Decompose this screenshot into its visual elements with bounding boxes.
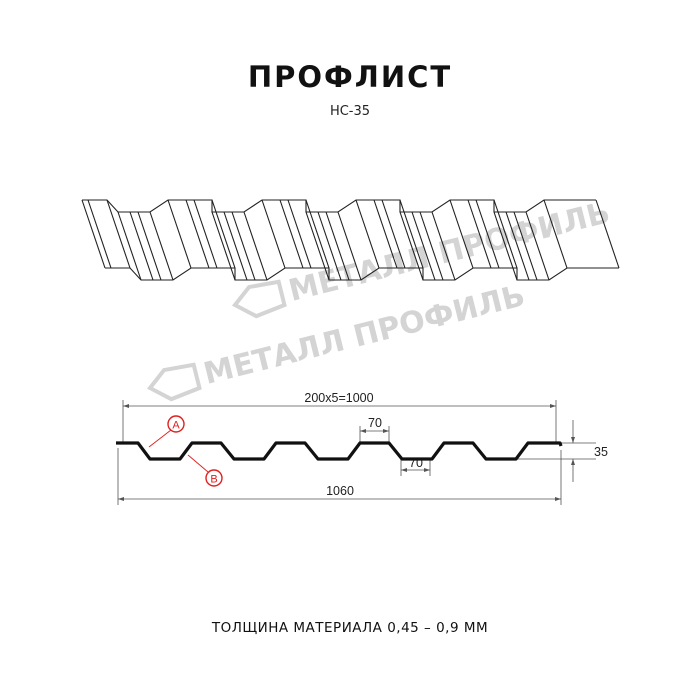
sheet-edge-line	[317, 211, 342, 281]
sheet-edge-line	[193, 199, 218, 269]
callout-b-label: B	[210, 474, 217, 486]
profile-cross-section	[116, 441, 563, 461]
sheet-edge-line	[431, 211, 456, 281]
sheet-edge-line	[87, 199, 112, 269]
material-thickness-note: ТОЛЩИНА МАТЕРИАЛА 0,45 – 0,9 ММ	[211, 620, 489, 636]
sheet-edge-line	[419, 211, 444, 281]
sheet-edge-line	[211, 199, 236, 269]
sheet-edge-line	[149, 211, 174, 281]
sheet-3d-view	[81, 199, 620, 281]
page-subtitle: НС-35	[329, 104, 371, 119]
sheet-edge-line	[325, 211, 350, 281]
sheet-edge-line	[185, 199, 210, 269]
dimension-arrows	[118, 404, 575, 501]
sheet-edge-line	[279, 199, 304, 269]
sheet-edge-line	[305, 199, 330, 269]
callout-b: B	[187, 454, 223, 487]
dim-label-1000: 200x5=1000	[304, 391, 373, 405]
sheet-edge-line	[287, 199, 312, 269]
sheet-edge-line	[399, 199, 424, 269]
dim-label-1060: 1060	[326, 484, 354, 498]
sheet-edge-line	[106, 199, 131, 269]
sheet-edge-line	[137, 211, 162, 281]
dim-label-height: 35	[594, 445, 608, 459]
watermark-logo-icon	[146, 362, 202, 402]
sheet-edge-line	[167, 199, 192, 269]
sheet-edge-line	[223, 211, 248, 281]
dimension-lines	[117, 400, 596, 505]
page-title: ПРОФЛИСТ	[247, 60, 453, 94]
watermark-logo-icon	[231, 279, 287, 319]
sheet-edge-line	[449, 199, 474, 269]
sheet-edge-line	[399, 211, 424, 281]
sheet-edge-line	[493, 199, 518, 269]
sheet-edge-line	[525, 211, 550, 281]
sheet-edge-line	[129, 211, 154, 281]
sheet-edge-line	[211, 211, 236, 281]
sheet-edge-line	[411, 211, 436, 281]
callout-a: A	[148, 415, 185, 448]
sheet-edge-line	[355, 199, 380, 269]
sheet-edge-line	[543, 199, 568, 269]
sheet-edge-line	[81, 199, 106, 269]
sheet-edge-line	[595, 199, 620, 269]
sheet-profile-edge	[105, 267, 619, 281]
dim-label-top-flat: 70	[368, 416, 382, 430]
sheet-edge-line	[337, 211, 362, 281]
sheet-edge-line	[373, 199, 398, 269]
callout-a-label: A	[172, 420, 180, 432]
sheet-edge-line	[513, 211, 538, 281]
sheet-edge-line	[493, 211, 518, 281]
sheet-edge-line	[117, 211, 142, 281]
sheet-edge-line	[231, 211, 256, 281]
sheet-edge-line	[475, 199, 500, 269]
sheet-edge-line	[381, 199, 406, 269]
sheet-profile-edge	[82, 199, 596, 213]
sheet-edge-line	[243, 211, 268, 281]
sheet-edge-line	[505, 211, 530, 281]
sheet-edge-line	[261, 199, 286, 269]
sheet-edge-line	[467, 199, 492, 269]
watermark-text: МЕТАЛЛ ПРОФИЛЬ	[200, 278, 528, 392]
sheet-edge-line	[305, 211, 330, 281]
